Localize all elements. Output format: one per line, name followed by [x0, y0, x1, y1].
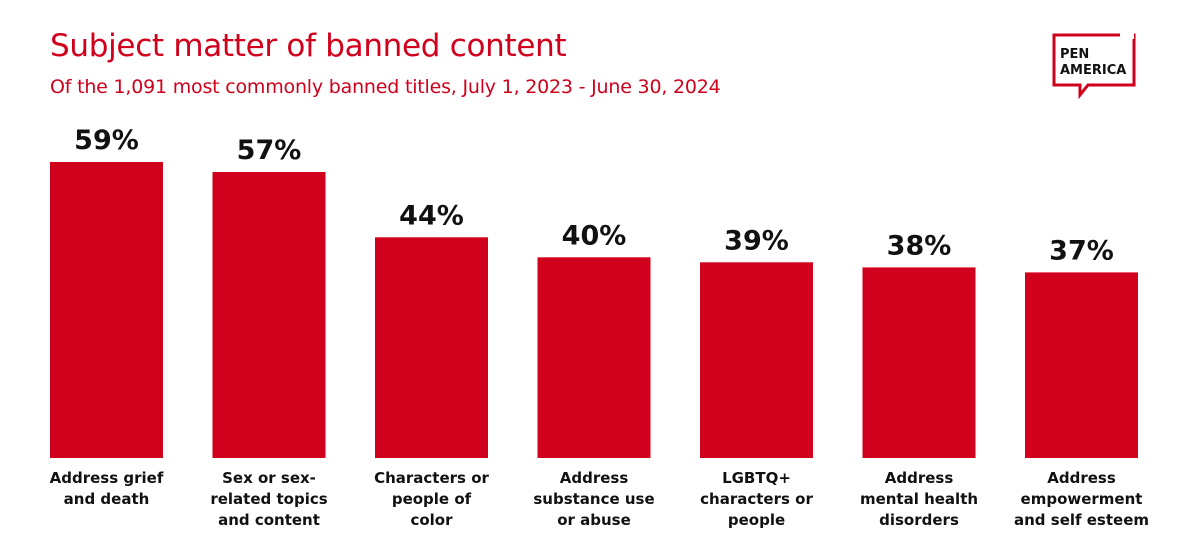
category-label-line: and self esteem: [1014, 511, 1149, 529]
bars-group: [50, 162, 1138, 458]
category-label: Address substance use or abuse: [519, 468, 669, 531]
bar-value-label: 59%: [74, 125, 139, 156]
category-label-line: or abuse: [557, 511, 631, 529]
category-label-line: people: [727, 511, 786, 529]
category-label-line: empowerment: [1020, 490, 1143, 508]
category-label: Sex or sex-related topics and content: [194, 468, 344, 531]
bar: [212, 172, 326, 458]
category-label-line: color: [410, 511, 453, 529]
category-label-line: Address: [1047, 469, 1116, 487]
bar-value-label: 38%: [887, 230, 952, 261]
bar: [1025, 272, 1138, 458]
category-label: Address empowerment and self esteem: [1007, 468, 1157, 531]
category-label-line: Address: [884, 469, 954, 487]
bar-value-label: 37%: [1049, 235, 1114, 266]
bar: [537, 257, 651, 458]
category-label-line: mental health: [859, 490, 979, 508]
chart-subtitle: Of the 1,091 most commonly banned titles…: [50, 76, 721, 98]
category-label-line: people of: [391, 490, 472, 508]
logo-line-1: PEN: [1060, 47, 1089, 62]
category-label: Address mental health disorders: [844, 468, 994, 531]
bar: [700, 262, 813, 458]
category-label-line: Sex or sex-: [222, 469, 316, 487]
category-label-line: and death: [63, 490, 150, 508]
category-label-line: related topics: [210, 490, 328, 508]
category-label-line: disorders: [879, 511, 959, 529]
bar-value-label: 57%: [237, 135, 302, 166]
bar-value-label: 40%: [562, 220, 627, 251]
value-labels-group: 59% 57% 44% 40% 39% 38% 37%: [74, 125, 1114, 266]
category-label-line: LGBTQ+: [722, 469, 791, 487]
category-label-line: and content: [218, 511, 320, 529]
category-label: Characters or people of color: [357, 468, 507, 531]
category-label-line: Address grief: [49, 469, 164, 487]
category-label-line: substance use: [533, 490, 655, 508]
bar-value-label: 44%: [399, 200, 464, 231]
bar: [862, 267, 976, 458]
pen-america-logo: PEN AMERICA: [1052, 33, 1136, 99]
bar-value-label: 39%: [724, 225, 789, 256]
chart-title: Subject matter of banned content: [50, 28, 567, 64]
category-label-line: Characters or: [374, 469, 489, 487]
category-label: Address grief and death: [32, 468, 182, 510]
bar: [50, 162, 163, 458]
category-label-line: Address: [559, 469, 629, 487]
category-label: LGBTQ+ characters or people: [682, 468, 832, 531]
bar: [375, 237, 488, 458]
category-label-line: characters or: [700, 490, 813, 508]
logo-line-2: AMERICA: [1060, 63, 1126, 78]
